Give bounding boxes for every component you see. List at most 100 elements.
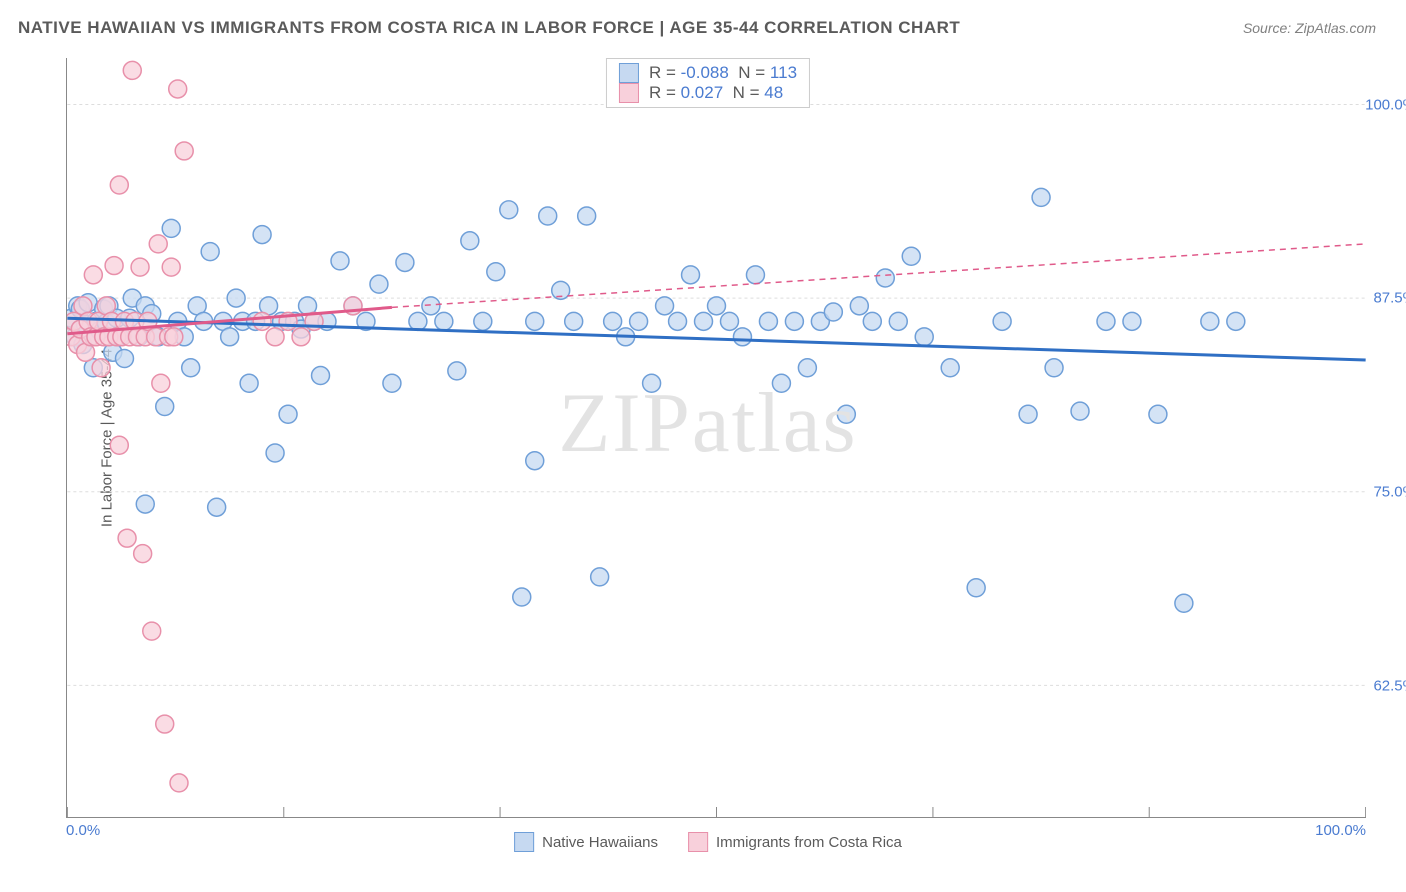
scatter-point [115,350,133,368]
legend-label: Immigrants from Costa Rica [716,834,902,851]
stats-text: R = -0.088 N = 113 [649,63,797,83]
scatter-point [227,289,245,307]
stats-legend-box: R = -0.088 N = 113R = 0.027 N = 48 [606,58,810,108]
scatter-point [1123,312,1141,330]
scatter-point [201,243,219,261]
scatter-point [165,328,183,346]
scatter-point [105,257,123,275]
scatter-point [746,266,764,284]
legend-label: Native Hawaiians [542,834,658,851]
scatter-point [143,622,161,640]
scatter-point [156,398,174,416]
scatter-point [208,498,226,516]
scatter-point [1227,312,1245,330]
trend-line [67,318,1365,360]
legend-swatch [688,832,708,852]
scatter-point [240,374,258,392]
legend-item: Native Hawaiians [514,832,658,852]
scatter-point [170,774,188,792]
scatter-point [435,312,453,330]
legend-item: Immigrants from Costa Rica [688,832,902,852]
scatter-point [863,312,881,330]
scatter-point [526,312,544,330]
scatter-point [156,715,174,733]
scatter-point [169,80,187,98]
scatter-point [695,312,713,330]
scatter-point [383,374,401,392]
scatter-point [1097,312,1115,330]
scatter-point [604,312,622,330]
scatter-point [162,258,180,276]
scatter-point [1032,188,1050,206]
y-axis-ticks: 62.5% 75.0% 87.5% 100.0% [1356,58,1406,818]
scatter-point [182,359,200,377]
scatter-point [396,253,414,271]
scatter-point [708,297,726,315]
chart-title: NATIVE HAWAIIAN VS IMMIGRANTS FROM COSTA… [18,18,960,38]
scatter-point [162,219,180,237]
chart-container: In Labor Force | Age 35-44 ZIPatlas R = … [48,58,1368,818]
scatter-point [110,436,128,454]
scatter-point [669,312,687,330]
scatter-point [474,312,492,330]
scatter-point [1175,594,1193,612]
bottom-legend: Native Hawaiians Immigrants from Costa Ri… [514,832,902,852]
scatter-point [759,312,777,330]
scatter-point [1071,402,1089,420]
legend-swatch [619,83,639,103]
stats-row: R = 0.027 N = 48 [619,83,797,103]
scatter-point [221,328,239,346]
legend-swatch [619,63,639,83]
source-label: Source: ZipAtlas.com [1243,20,1376,36]
scatter-point [785,312,803,330]
scatter-point [941,359,959,377]
scatter-point [837,405,855,423]
scatter-point [513,588,531,606]
scatter-point [370,275,388,293]
scatter-point [578,207,596,225]
stats-text: R = 0.027 N = 48 [649,83,783,103]
scatter-point [266,444,284,462]
scatter-point [331,252,349,270]
scatter-point [682,266,700,284]
scatter-plot [66,58,1366,818]
scatter-point [312,367,330,385]
scatter-point [152,374,170,392]
scatter-point [1019,405,1037,423]
scatter-point [824,303,842,321]
scatter-point [266,328,284,346]
y-tick-label: 87.5% [1373,290,1406,307]
scatter-point [149,235,167,253]
scatter-point [993,312,1011,330]
scatter-point [409,312,427,330]
scatter-point [876,269,894,287]
scatter-point [500,201,518,219]
scatter-point [643,374,661,392]
scatter-point [889,312,907,330]
scatter-point [253,226,271,244]
scatter-point [539,207,557,225]
scatter-point [175,142,193,160]
legend-swatch [514,832,534,852]
y-tick-label: 62.5% [1373,678,1406,695]
x-tick-left: 0.0% [66,822,100,839]
scatter-point [110,176,128,194]
scatter-point [1045,359,1063,377]
y-tick-label: 100.0% [1365,96,1406,113]
scatter-point [902,247,920,265]
scatter-point [136,495,154,513]
scatter-point [967,579,985,597]
scatter-point [656,297,674,315]
scatter-point [253,312,271,330]
stats-row: R = -0.088 N = 113 [619,63,797,83]
scatter-point [461,232,479,250]
scatter-point [84,266,102,284]
scatter-point [279,405,297,423]
scatter-point [292,328,310,346]
scatter-point [134,545,152,563]
scatter-point [591,568,609,586]
scatter-point [526,452,544,470]
scatter-point [565,312,583,330]
scatter-point [1201,312,1219,330]
y-tick-label: 75.0% [1373,484,1406,501]
